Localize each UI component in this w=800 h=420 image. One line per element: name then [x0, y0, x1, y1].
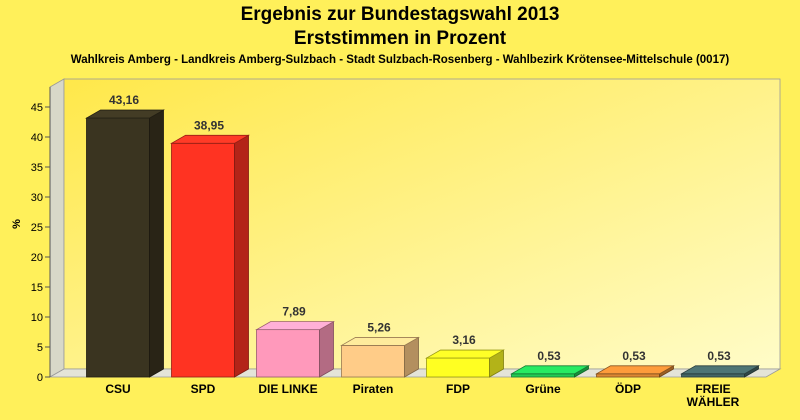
bar-front [341, 345, 405, 378]
x-tick-label: Grüne [525, 382, 561, 396]
bar-front [426, 357, 490, 378]
x-tick-label: FREIE [695, 382, 730, 396]
bar-freie-wähler: 0,53 [679, 349, 761, 378]
bar-grüne: 0,53 [509, 349, 591, 378]
y-tick-label: 20 [31, 252, 43, 264]
data-label: 38,95 [194, 118, 224, 132]
bar-ödp: 0,53 [594, 349, 676, 378]
bar-piraten: 5,26 [339, 320, 421, 378]
bar-fdp: 3,16 [424, 333, 506, 378]
bar-top [679, 365, 761, 375]
bar-top [169, 134, 251, 144]
x-tick-label: Piraten [353, 382, 394, 396]
x-tick-label: SPD [191, 382, 216, 396]
y-tick-label: 40 [31, 132, 43, 144]
bar-spd: 38,95 [169, 118, 251, 378]
data-label: 0,53 [707, 349, 731, 363]
bar-top [254, 321, 336, 331]
bar-front [86, 117, 150, 378]
bar-top [424, 349, 506, 359]
bar-side [234, 134, 249, 378]
bar-front [596, 373, 660, 378]
bar-die-linke: 7,89 [254, 305, 336, 378]
data-label: 3,16 [452, 333, 476, 347]
x-axis: CSU SPD DIE LINKE Piraten FDP Grüne ÖDP FREIEWÄ… [105, 381, 739, 409]
x-tick-label: FDP [446, 382, 470, 396]
data-label: 5,26 [367, 320, 391, 334]
y-tick-label: 35 [31, 162, 43, 174]
y-tick-label: 15 [31, 282, 43, 294]
bar-front [681, 373, 745, 378]
x-tick-label: DIE LINKE [258, 382, 317, 396]
x-tick-label: WÄHLER [687, 394, 740, 409]
bar-top [509, 365, 591, 375]
bar-top [594, 365, 676, 375]
y-tick-label: 25 [31, 222, 43, 234]
y-tick-label: 0 [37, 372, 43, 384]
y-tick-label: 10 [31, 312, 43, 324]
x-tick-label: ÖDP [615, 381, 641, 396]
y-tick-label: 45 [31, 102, 43, 114]
y-axis-label: % [11, 219, 23, 229]
chart-caption: Wahlkreis Amberg - Landkreis Amberg-Sulz… [70, 54, 730, 66]
bar-front [256, 329, 320, 378]
y-tick-label: 30 [31, 192, 43, 204]
plot-left-wall [49, 78, 65, 378]
data-label: 7,89 [282, 305, 306, 319]
chart-title: Ergebnis zur Bundestagswahl 2013 [240, 4, 560, 25]
bar-front [511, 373, 575, 378]
bar-csu: 43,16 [84, 93, 166, 378]
bar-front [171, 142, 235, 378]
x-tick-label: CSU [105, 382, 130, 396]
data-label: 0,53 [622, 349, 646, 363]
bar-top [339, 337, 421, 346]
bars: 43,16 38,95 7,89 5,26 3,16 0,53 0,53 0,53 [84, 93, 761, 378]
data-label: 0,53 [537, 349, 561, 363]
chart-subtitle: Erststimmen in Prozent [293, 28, 507, 49]
y-axis: 0 5 10 15 20 25 30 35 40 45 [31, 87, 51, 384]
y-tick-label: 5 [37, 342, 43, 354]
bar-side [319, 320, 334, 378]
bar-side [149, 109, 164, 378]
bar-top [84, 109, 166, 119]
data-label: 43,16 [109, 93, 139, 107]
